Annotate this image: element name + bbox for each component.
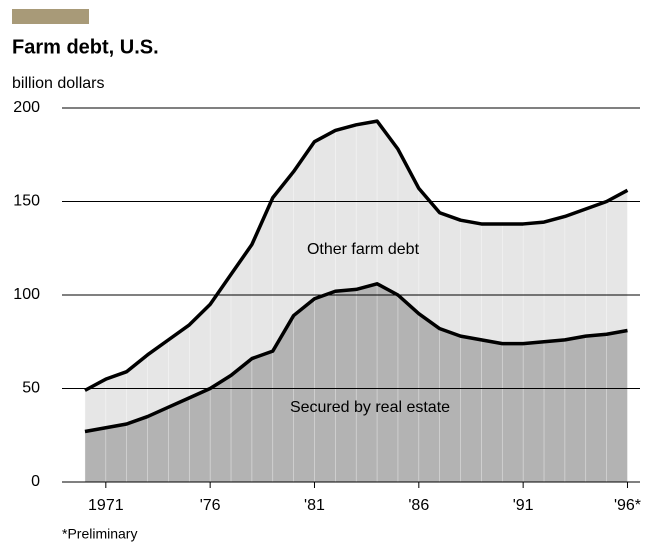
- y-axis-label: billion dollars: [12, 75, 105, 92]
- y-tick-label: 150: [13, 193, 40, 210]
- x-tick-label: '91: [513, 497, 534, 514]
- y-tick-label: 0: [31, 473, 40, 490]
- x-tick-label: '96*: [614, 497, 641, 514]
- y-tick-label: 50: [22, 380, 40, 397]
- y-tick-label: 100: [13, 286, 40, 303]
- x-tick-label: 1971: [88, 497, 124, 514]
- footnote: *Preliminary: [62, 526, 137, 542]
- x-tick-label: '81: [304, 497, 325, 514]
- x-tick-label: '86: [408, 497, 429, 514]
- x-tick-label: '76: [200, 497, 221, 514]
- area-label: Secured by real estate: [290, 399, 450, 416]
- series-line: [84, 119, 629, 392]
- area-label: Other farm debt: [307, 241, 420, 258]
- header-bar: [12, 9, 89, 24]
- chart-title: Farm debt, U.S.: [12, 36, 159, 58]
- series-line: [84, 282, 628, 434]
- y-tick-label: 200: [13, 99, 40, 116]
